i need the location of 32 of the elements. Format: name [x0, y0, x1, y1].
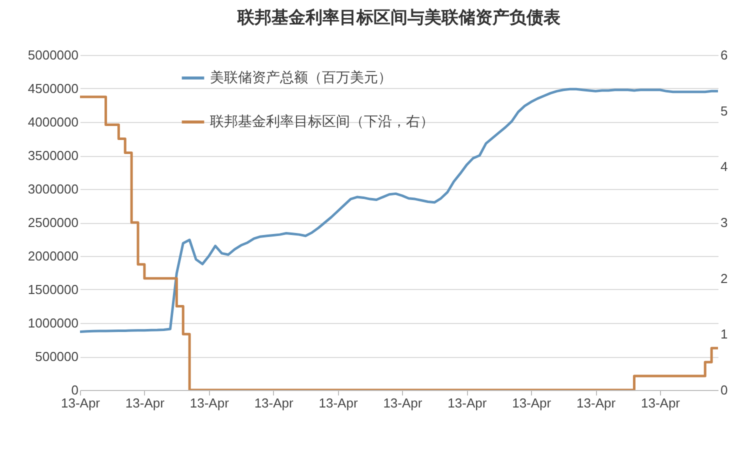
- y-tick-label: 2500000: [28, 215, 78, 230]
- y-tick-label: 1000000: [28, 316, 78, 330]
- y-tick-label: 4000000: [28, 114, 78, 130]
- line-series: [80, 88, 718, 333]
- x-tick-label: 13-Apr: [448, 396, 488, 410]
- y-tick-label: 4500000: [28, 81, 78, 96]
- y-tick-label: 3500000: [28, 148, 78, 163]
- x-tick-label: 13-Apr: [190, 396, 230, 410]
- x-tick-label: 13-Apr: [318, 396, 358, 410]
- x-tick-label: 13-Apr: [512, 396, 552, 410]
- y2-tick-label: 1: [720, 326, 728, 342]
- y2-tick-label: 4: [720, 159, 728, 174]
- y2-tick-label: 3: [720, 215, 728, 230]
- y-tick-label: 500000: [35, 349, 78, 364]
- legend-label: 美联储资产总额（百万美元）: [210, 69, 392, 85]
- x-tick-label: 13-Apr: [125, 396, 166, 410]
- legend-label: 联邦基金利率目标区间（下沿，右）: [210, 113, 434, 129]
- y-tick-label: 0: [71, 382, 78, 398]
- x-tick-label: 13-Apr: [60, 396, 101, 410]
- y-tick-label: 2000000: [28, 248, 78, 264]
- x-tick-label: 13-Apr: [640, 396, 681, 410]
- y2-tick-label: 5: [720, 103, 728, 118]
- x-tick-label: 13-Apr: [254, 396, 294, 410]
- x-tick-label: 13-Apr: [383, 396, 423, 410]
- y-tick-label: 3000000: [28, 182, 78, 196]
- y2-tick-label: 2: [720, 270, 728, 286]
- y2-tick-label: 0: [720, 382, 728, 398]
- y2-tick-label: 6: [720, 48, 728, 62]
- y-tick-label: 5000000: [28, 48, 78, 62]
- chart-title: 联邦基金利率目标区间与美联储资产负债表: [236, 8, 562, 27]
- y-tick-label: 1500000: [28, 282, 78, 297]
- x-tick-label: 13-Apr: [576, 396, 616, 410]
